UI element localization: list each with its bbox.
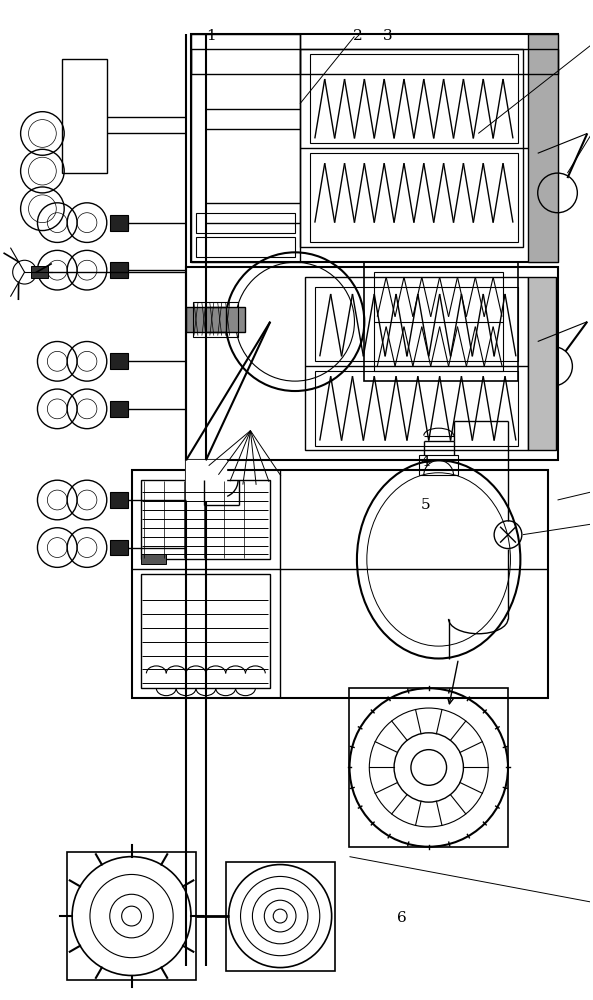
Bar [110,401,127,417]
Bar [374,272,503,371]
Bar [310,153,518,242]
Bar [186,267,557,460]
Bar [300,49,523,247]
Bar [110,262,127,278]
Bar [30,266,49,278]
Circle shape [411,750,447,785]
Bar [315,371,518,446]
Bar [528,277,556,450]
Bar [142,574,270,688]
Text: 3: 3 [382,29,393,43]
Bar [364,262,518,381]
Bar [186,307,246,332]
Bar [193,302,238,337]
Text: 2: 2 [353,29,363,43]
Circle shape [122,906,142,926]
Bar [419,455,458,475]
Bar [349,688,508,847]
Bar [110,215,127,231]
Bar [191,49,557,74]
Bar [110,492,127,508]
Bar [226,862,334,971]
Bar [191,34,300,262]
Bar [191,34,557,262]
Bar [310,54,518,143]
Bar [305,277,528,450]
Bar [110,540,127,555]
Polygon shape [186,460,226,500]
Text: 5: 5 [421,498,431,512]
Text: 6: 6 [397,911,407,925]
Bar [110,353,127,369]
Bar [196,213,295,233]
Bar [132,470,547,698]
Bar [315,287,518,361]
Bar [62,59,107,173]
Bar [528,34,557,262]
Text: 1: 1 [206,29,216,43]
Text: 4: 4 [421,455,431,469]
Bar [67,852,196,980]
Circle shape [273,909,287,923]
Bar [142,554,166,564]
Bar [142,480,270,559]
Bar [196,237,295,257]
